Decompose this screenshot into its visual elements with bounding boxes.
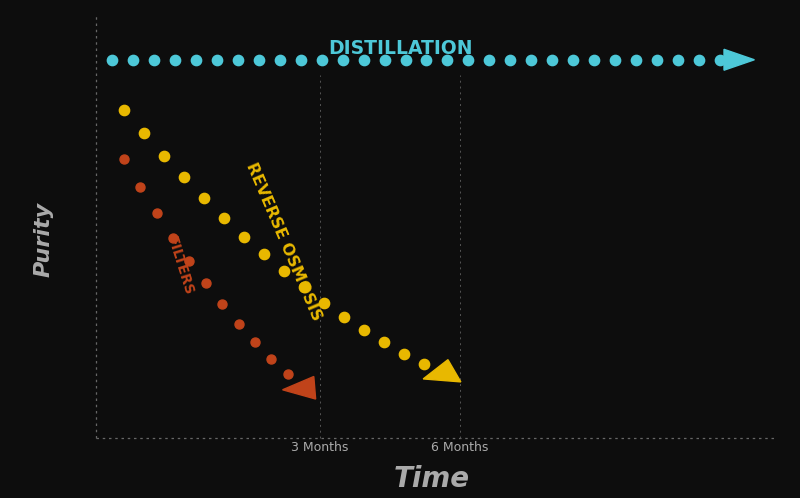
- Text: Time: Time: [394, 465, 470, 493]
- Point: [483, 56, 496, 64]
- Point: [418, 360, 430, 368]
- Point: [232, 320, 245, 328]
- Point: [546, 56, 558, 64]
- Point: [106, 56, 118, 64]
- Point: [378, 56, 391, 64]
- Point: [138, 129, 150, 137]
- Text: DISTILLATION: DISTILLATION: [328, 39, 472, 58]
- Point: [378, 338, 390, 346]
- Point: [357, 56, 370, 64]
- Point: [274, 56, 286, 64]
- Point: [218, 214, 230, 222]
- Point: [462, 56, 475, 64]
- Point: [118, 106, 130, 114]
- Point: [420, 56, 433, 64]
- Point: [525, 56, 538, 64]
- Point: [338, 313, 350, 321]
- Point: [258, 250, 270, 258]
- Point: [147, 56, 160, 64]
- Point: [298, 384, 310, 392]
- Point: [438, 370, 450, 377]
- Point: [166, 234, 179, 242]
- Point: [609, 56, 622, 64]
- Point: [183, 257, 196, 265]
- Point: [169, 56, 182, 64]
- Point: [198, 194, 210, 202]
- Point: [315, 56, 328, 64]
- Point: [336, 56, 349, 64]
- Point: [282, 370, 294, 378]
- Text: Purity: Purity: [34, 202, 54, 276]
- Point: [150, 209, 163, 217]
- Point: [358, 326, 370, 334]
- Point: [650, 56, 663, 64]
- Point: [252, 56, 265, 64]
- Point: [399, 56, 412, 64]
- Point: [672, 56, 685, 64]
- Point: [294, 56, 307, 64]
- Text: REVERSE OSMOSIS: REVERSE OSMOSIS: [243, 160, 325, 323]
- Polygon shape: [724, 49, 754, 70]
- Polygon shape: [282, 376, 316, 399]
- Point: [210, 56, 223, 64]
- Point: [158, 151, 170, 159]
- Point: [231, 56, 244, 64]
- Point: [441, 56, 454, 64]
- Text: 3 Months: 3 Months: [291, 441, 349, 454]
- Point: [199, 279, 212, 287]
- Point: [118, 155, 130, 163]
- Point: [630, 56, 642, 64]
- Point: [126, 56, 139, 64]
- Point: [278, 267, 290, 275]
- Point: [567, 56, 580, 64]
- Polygon shape: [423, 360, 461, 382]
- Point: [249, 338, 262, 346]
- Point: [216, 300, 229, 308]
- Point: [504, 56, 517, 64]
- Point: [398, 350, 410, 358]
- Point: [588, 56, 601, 64]
- Point: [265, 355, 278, 363]
- Point: [714, 56, 726, 64]
- Point: [134, 183, 146, 191]
- Point: [190, 56, 202, 64]
- Point: [298, 283, 310, 291]
- Text: 6 Months: 6 Months: [431, 441, 489, 454]
- Point: [318, 298, 330, 306]
- Text: FILTERS: FILTERS: [164, 235, 196, 298]
- Point: [178, 173, 190, 181]
- Point: [693, 56, 706, 64]
- Point: [238, 233, 250, 241]
